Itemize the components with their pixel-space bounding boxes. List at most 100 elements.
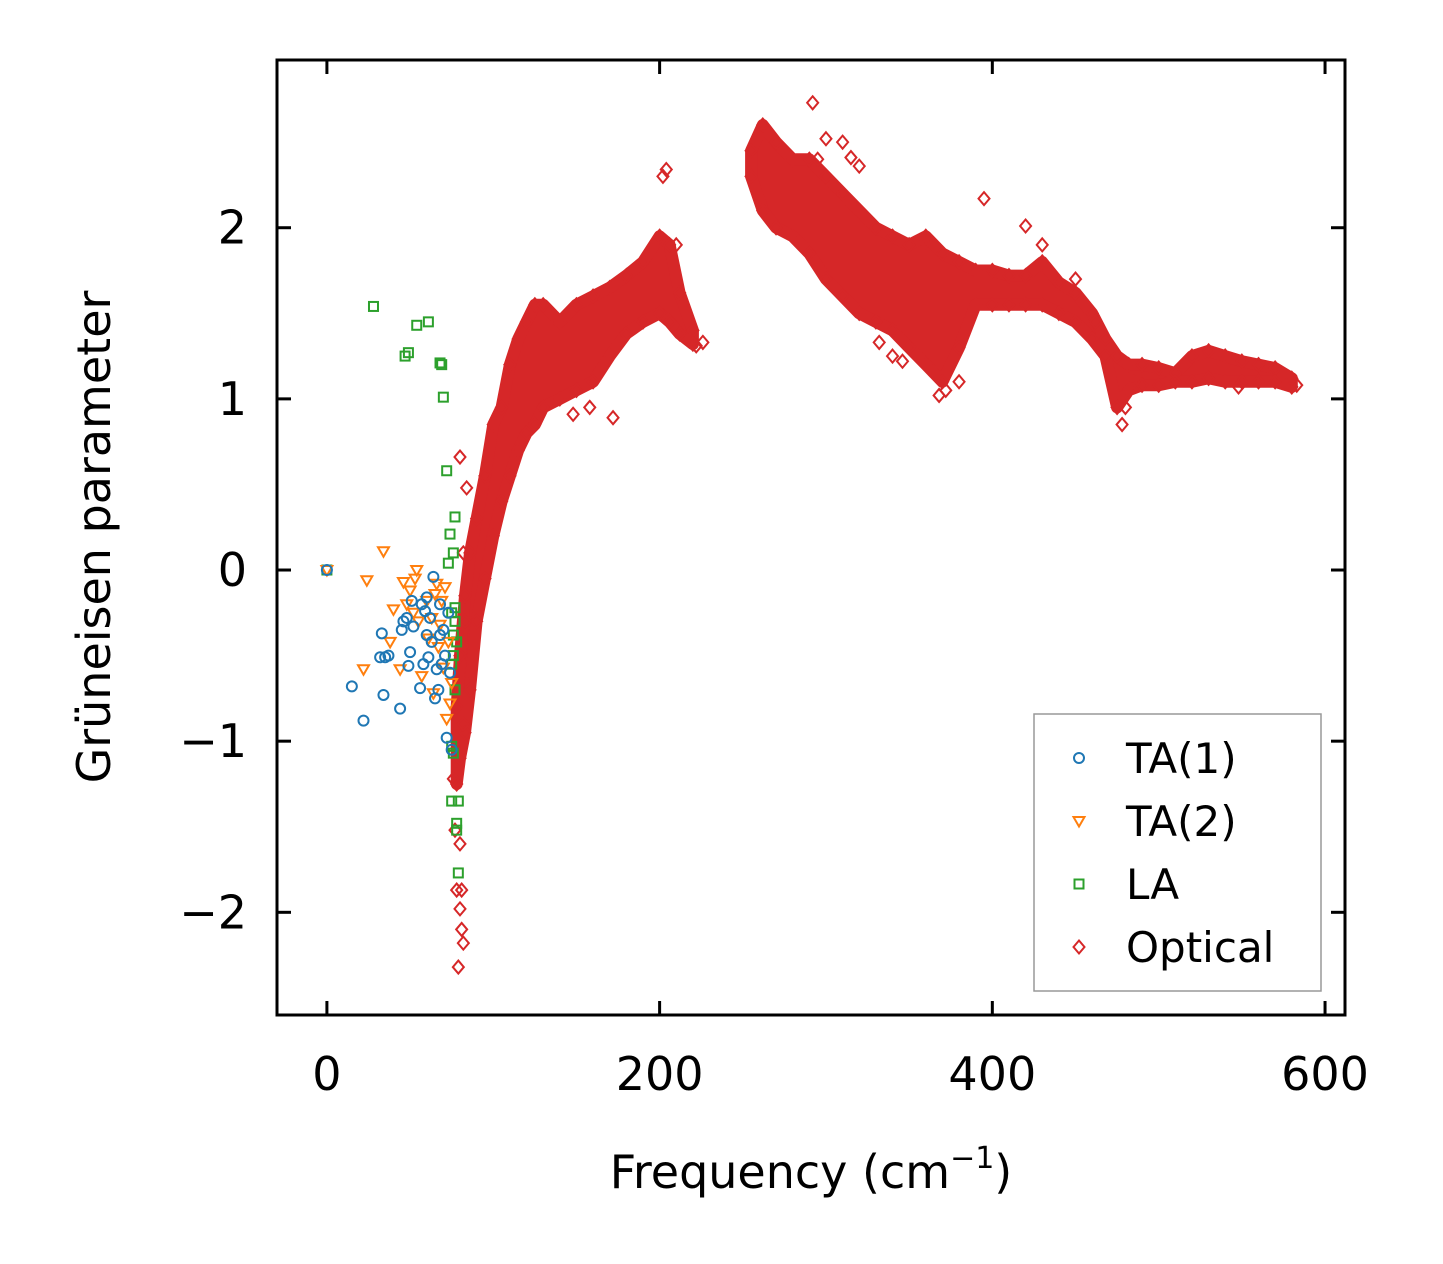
ta1-point: [402, 659, 415, 672]
ta1-point: [437, 623, 450, 636]
optical-point: [582, 399, 597, 416]
optical-point: [1018, 217, 1033, 235]
la-point: [442, 557, 454, 569]
optical-point: [1068, 313, 1083, 330]
la-point: [451, 817, 463, 829]
optical-point: [1068, 271, 1083, 288]
optical-point: [885, 348, 900, 365]
optical-point: [494, 493, 509, 510]
optical-point: [1218, 373, 1233, 390]
la-point: [434, 357, 446, 369]
optical-point: [586, 373, 600, 390]
optical-point: [454, 921, 469, 938]
la-point: [441, 465, 453, 477]
optical-point: [469, 510, 484, 527]
optical-point: [602, 279, 617, 296]
optical-point: [536, 399, 550, 416]
la-point: [399, 350, 411, 362]
la-point: [402, 347, 414, 359]
optical-point: [785, 151, 800, 168]
optical-point: [952, 253, 966, 271]
optical-point: [985, 296, 1000, 313]
optical-point: [918, 233, 933, 250]
la-point: [367, 300, 379, 312]
optical-point: [952, 339, 966, 356]
series-optical: [446, 94, 1304, 976]
optical-point: [453, 750, 467, 767]
optical-point: [810, 151, 825, 168]
ta2-point: [392, 664, 408, 677]
y-tick-label: 1: [218, 372, 247, 426]
ta1-point: [432, 683, 445, 696]
optical-point: [769, 134, 783, 151]
ta1-point: [444, 666, 457, 679]
optical-point: [932, 387, 946, 404]
legend: TA(1) TA(2) LA Optical: [1033, 713, 1322, 992]
optical-point: [802, 245, 817, 262]
la-point: [437, 391, 449, 403]
legend-marker-ta2: [1071, 816, 1087, 829]
optical-point: [1168, 373, 1183, 390]
la-point: [444, 528, 456, 540]
x-axis-label-superscript: −1: [950, 1141, 994, 1176]
optical-point: [1115, 416, 1129, 433]
optical-point: [844, 149, 858, 166]
optical-point: [696, 334, 710, 351]
ta1-point: [417, 658, 430, 671]
ta2-point: [427, 588, 443, 602]
optical-point: [1098, 330, 1113, 348]
optical-point: [1201, 370, 1216, 387]
legend-marker-ta1: [1073, 752, 1085, 764]
optical-point: [1110, 348, 1124, 365]
ta1-point: [407, 620, 420, 633]
optical-point: [1218, 348, 1233, 365]
ta1-point: [427, 570, 440, 583]
optical-point: [938, 382, 953, 399]
optical-point: [458, 724, 472, 741]
y-tick-label: 2: [218, 201, 247, 255]
optical-point: [852, 305, 867, 322]
y-axis-label: Grüneisen parameter: [67, 290, 121, 783]
optical-point: [977, 190, 991, 207]
optical-point: [461, 664, 476, 681]
ta2-point: [439, 713, 454, 727]
optical-point: [885, 228, 900, 245]
la-point: [446, 795, 458, 807]
optical-point: [769, 219, 783, 236]
optical-point: [1035, 253, 1050, 271]
ta1-point: [422, 651, 435, 664]
x-axis-label-end: ): [994, 1145, 1012, 1199]
optical-point: [835, 288, 850, 305]
optical-point: [453, 900, 467, 917]
optical-point: [478, 467, 492, 484]
optical-point: [1085, 330, 1099, 348]
ta2-point: [409, 565, 424, 578]
optical-point: [835, 134, 850, 151]
optical-point: [1098, 348, 1113, 365]
x-tick-label: 0: [312, 1047, 341, 1101]
la-point: [449, 615, 461, 627]
ta2-point: [356, 664, 371, 677]
optical-point: [659, 161, 674, 178]
optical-point: [952, 373, 966, 390]
optical-point: [636, 313, 650, 330]
ta1-point: [320, 564, 333, 577]
optical-point: [755, 116, 770, 134]
ta2-point: [376, 546, 391, 559]
legend-entry-ta1: TA(1): [1073, 734, 1237, 783]
optical-point: [503, 467, 517, 484]
optical-point: [456, 544, 471, 561]
legend-marker-la: [1073, 878, 1085, 890]
optical-point: [1018, 296, 1033, 313]
optical-point: [1185, 373, 1199, 390]
optical-point: [985, 262, 1000, 279]
optical-point: [902, 236, 916, 253]
optical-point: [1251, 373, 1266, 390]
la-point: [449, 684, 461, 696]
optical-point: [1035, 296, 1050, 313]
la-point: [451, 824, 463, 836]
la-point: [436, 359, 448, 371]
ta2-point: [396, 576, 411, 590]
x-axis-label: Frequency (cm−1): [610, 1141, 1013, 1199]
optical-point: [672, 284, 687, 301]
